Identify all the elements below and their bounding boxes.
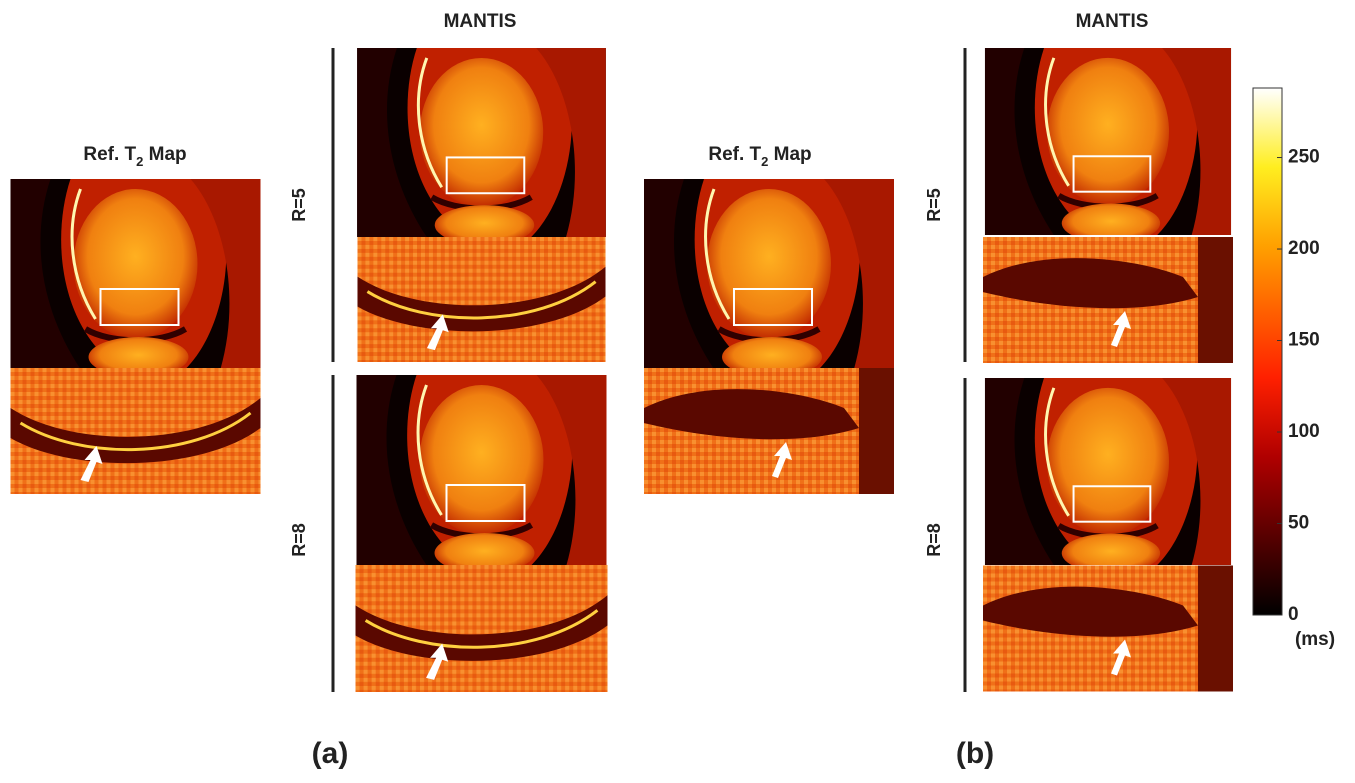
row-label: R=5: [289, 188, 309, 222]
colorbar-tick-label: 150: [1288, 330, 1320, 351]
zoom-image: [983, 566, 1233, 692]
t2-map-image: [644, 179, 894, 377]
colorbar-tick-label: 200: [1288, 238, 1320, 259]
t2-map-image: [985, 48, 1231, 243]
colorbar-tick-label: 250: [1288, 147, 1320, 168]
zoom-image: [357, 237, 605, 362]
title-text: Ref. T: [708, 144, 761, 165]
zoom-image: [644, 368, 894, 494]
t2-map-image: [357, 48, 606, 245]
method-title: MANTIS: [444, 11, 517, 32]
panel-label: (a): [312, 737, 349, 770]
t2-map-image: [985, 378, 1231, 573]
title-subscript: 2: [136, 154, 143, 169]
title-subscript: 2: [761, 154, 768, 169]
figure: Ref. T2 Map MANTIS R=5 R=8 (a) Ref. T2 M…: [0, 0, 1355, 783]
reference-title: Ref. T2 Map: [83, 144, 186, 169]
t2-map-image: [11, 179, 261, 377]
row-label: R=8: [924, 523, 944, 557]
title-text: Map: [768, 144, 811, 165]
t2-map-image: [357, 375, 607, 573]
title-text: Map: [143, 144, 186, 165]
row-label: R=8: [289, 523, 309, 557]
panel-label: (b): [956, 737, 994, 770]
colorbar-tick-label: 0: [1288, 604, 1299, 625]
colorbar-unit: (ms): [1295, 629, 1335, 650]
zoom-image: [11, 368, 261, 494]
method-title: MANTIS: [1076, 11, 1149, 32]
title-text: Ref. T: [83, 144, 136, 165]
colorbar-tick-label: 100: [1288, 421, 1320, 442]
colorbar: [1253, 88, 1282, 615]
zoom-image: [983, 237, 1233, 363]
row-label: R=5: [924, 188, 944, 222]
reference-title: Ref. T2 Map: [708, 144, 811, 169]
zoom-image: [356, 565, 608, 692]
colorbar-tick-label: 50: [1288, 513, 1309, 534]
